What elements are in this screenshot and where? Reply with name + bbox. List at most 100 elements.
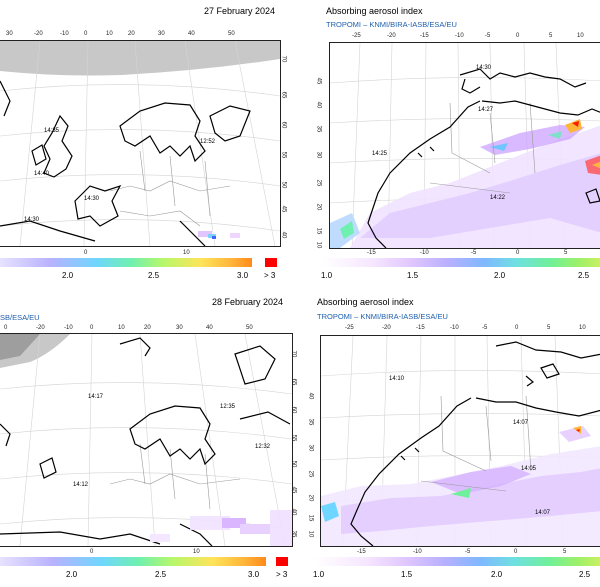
orbit-time: 14:25: [372, 151, 388, 157]
lon-tick: 40: [188, 31, 195, 37]
colorbar-label: 2.0: [62, 271, 74, 280]
panel-subtitle: TROPOMI – KNMI/BIRA-IASB/ESA/EU: [317, 312, 448, 321]
panel-europe-27feb: 27 February 2024 30 -20 -10 0 10 20 30 4…: [0, 0, 296, 285]
map-europe[interactable]: 14:17 12:35 12:32 14:12: [0, 333, 293, 547]
lat-tick: 60: [290, 406, 297, 414]
lat-tick: 15: [315, 227, 322, 235]
lat-tick: 55: [280, 151, 287, 159]
lon-tick: -10: [455, 33, 464, 39]
lat-tick: 40: [307, 392, 314, 400]
colorbar: [0, 557, 266, 566]
map-drawing: [0, 41, 280, 246]
map-drawing: [0, 334, 292, 546]
lon-tick: -5: [485, 33, 491, 39]
lon-tick: 10: [106, 31, 113, 37]
lon-tick: 0: [514, 549, 518, 555]
lon-tick: 0: [84, 250, 88, 256]
lat-tick: 35: [307, 418, 314, 426]
colorbar-label: > 3: [264, 271, 276, 280]
lon-tick: 20: [128, 31, 135, 37]
lat-tick: 30: [307, 444, 314, 452]
colorbar-label: 1.5: [407, 271, 419, 280]
colorbar-over-range: [265, 258, 277, 267]
orbit-time: 14:22: [490, 195, 506, 201]
colorbar: [0, 258, 252, 267]
lat-tick: 45: [290, 486, 297, 494]
lat-tick: 25: [307, 470, 314, 478]
lon-tick: -15: [416, 325, 425, 331]
colorbar-over-range: [276, 557, 288, 566]
lon-tick: 0: [516, 33, 520, 39]
colorbar-label: 1.0: [321, 271, 333, 280]
lon-tick: 0: [90, 325, 94, 331]
map-europe[interactable]: 14:35 12:52 14:40 14:30 14:30: [0, 40, 281, 247]
lat-tick: 50: [280, 181, 287, 189]
colorbar-label: > 3: [276, 570, 288, 579]
lat-tick: 40: [280, 231, 287, 239]
lon-tick: -20: [36, 325, 45, 331]
colorbar-label: 1.5: [401, 570, 413, 579]
lon-tick: 5: [549, 33, 553, 39]
lat-tick: 70: [280, 55, 287, 63]
lon-tick: -15: [367, 250, 376, 256]
lon-tick: -5: [482, 325, 488, 331]
orbit-time: 14:17: [88, 394, 104, 400]
lon-tick: -10: [450, 325, 459, 331]
map-drawing: [321, 336, 600, 546]
map-drawing: [330, 43, 600, 248]
orbit-time: 14:05: [521, 466, 537, 472]
map-north-africa[interactable]: 14:10 14:07 14:05 14:07: [320, 335, 600, 547]
orbit-time: 14:12: [73, 482, 89, 488]
lon-tick: 5: [564, 250, 568, 256]
panel-subtitle: SB/ESA/EU: [0, 313, 40, 322]
lon-tick: -15: [357, 549, 366, 555]
panel-africa-28feb: Absorbing aerosol index TROPOMI – KNMI/B…: [303, 295, 600, 587]
lon-tick: 40: [206, 325, 213, 331]
lon-tick: 30: [176, 325, 183, 331]
lon-tick: -20: [387, 33, 396, 39]
orbit-time: 14:07: [513, 420, 529, 426]
lon-tick: 10: [193, 549, 200, 555]
lon-tick: -5: [471, 250, 477, 256]
lat-tick: 35: [290, 530, 297, 538]
colorbar: [323, 258, 600, 267]
lon-tick: 0: [516, 250, 520, 256]
orbit-time: 12:52: [200, 139, 216, 145]
lat-tick: 15: [307, 514, 314, 522]
orbit-time: 14:35: [44, 128, 60, 134]
lat-tick: 45: [315, 77, 322, 85]
lat-tick: 45: [280, 205, 287, 213]
colorbar-label: 2.5: [578, 271, 590, 280]
orbit-time: 14:07: [535, 510, 551, 516]
lon-tick: 50: [246, 325, 253, 331]
lon-tick: 50: [228, 31, 235, 37]
lon-tick: 20: [144, 325, 151, 331]
panel-title: Absorbing aerosol index: [326, 6, 423, 16]
lon-tick: 10: [183, 250, 190, 256]
lon-tick: -5: [465, 549, 471, 555]
colorbar-label: 2.0: [491, 570, 503, 579]
orbit-time: 14:27: [478, 107, 494, 113]
panel-europe-28feb: 28 February 2024 SB/ESA/EU 0 -20 -10 0 1…: [0, 295, 296, 587]
colorbar-label: 2.5: [155, 570, 167, 579]
date-label: 28 February 2024: [212, 297, 284, 307]
lon-tick: -15: [420, 33, 429, 39]
lon-tick: 5: [563, 549, 567, 555]
map-north-africa[interactable]: 14:30 14:27 14:25 14:22: [329, 42, 600, 249]
lon-tick: 5: [547, 325, 551, 331]
lon-tick: -10: [64, 325, 73, 331]
orbit-time: 12:35: [220, 404, 236, 410]
panel-subtitle: TROPOMI – KNMI/BIRA-IASB/ESA/EU: [326, 20, 457, 29]
lon-tick: -10: [60, 31, 69, 37]
colorbar-label: 2.0: [66, 570, 78, 579]
lat-tick: 60: [280, 121, 287, 129]
lon-tick: 0: [90, 549, 94, 555]
orbit-time: 14:40: [34, 171, 50, 177]
colorbar-label: 1.0: [313, 570, 325, 579]
lon-tick: -25: [352, 33, 361, 39]
lon-tick: -10: [420, 250, 429, 256]
panel-africa-27feb: Absorbing aerosol index TROPOMI – KNMI/B…: [303, 0, 600, 285]
orbit-time: 12:32: [255, 444, 271, 450]
lon-tick: 10: [118, 325, 125, 331]
lat-tick: 25: [315, 179, 322, 187]
